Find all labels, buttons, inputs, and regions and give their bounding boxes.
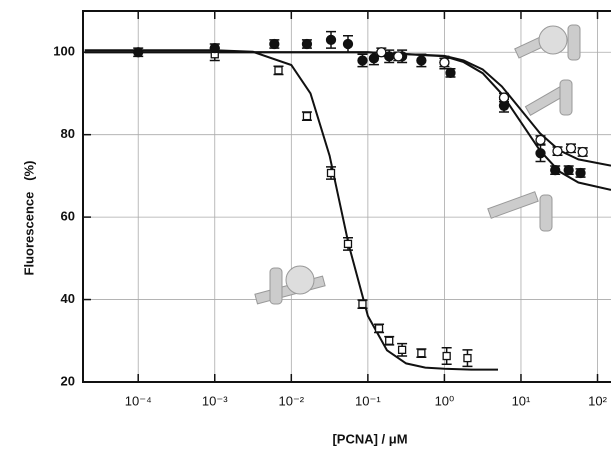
marker bbox=[535, 134, 546, 146]
x-tick-label: 10² bbox=[588, 393, 607, 408]
x-tick-label: 10⁻¹ bbox=[355, 393, 381, 408]
marker bbox=[301, 38, 313, 50]
marker bbox=[325, 34, 337, 46]
marker bbox=[416, 55, 427, 66]
y-tick-label: 100 bbox=[53, 44, 75, 59]
marker bbox=[385, 336, 394, 345]
marker bbox=[565, 143, 577, 154]
marker bbox=[393, 51, 404, 62]
fit-curve bbox=[84, 51, 611, 191]
y-axis-label: Fluorescence (%) bbox=[21, 161, 36, 276]
marker bbox=[498, 92, 510, 103]
y-tick-label: 40 bbox=[61, 291, 75, 306]
marker bbox=[274, 66, 283, 75]
marker bbox=[376, 47, 387, 58]
x-tick-label: 10⁻⁴ bbox=[125, 393, 152, 408]
x-tick-label: 10⁰ bbox=[435, 393, 455, 408]
marker bbox=[357, 55, 368, 66]
axis-frame bbox=[82, 10, 611, 383]
marker bbox=[368, 53, 380, 64]
marker bbox=[397, 345, 407, 354]
marker bbox=[302, 111, 312, 121]
marker bbox=[417, 348, 426, 358]
marker bbox=[209, 42, 220, 54]
fit-curve bbox=[84, 49, 498, 371]
marker bbox=[374, 324, 384, 333]
marker bbox=[326, 168, 336, 178]
y-tick-label: 60 bbox=[61, 209, 75, 224]
y-tick-label: 20 bbox=[61, 373, 75, 388]
marker bbox=[133, 47, 144, 58]
x-tick-label: 10¹ bbox=[512, 393, 531, 408]
marker bbox=[563, 164, 574, 176]
marker bbox=[550, 164, 561, 176]
marker bbox=[445, 67, 456, 78]
marker bbox=[577, 146, 588, 158]
marker bbox=[552, 146, 563, 157]
x-axis-label: [PCNA] / μM bbox=[332, 431, 407, 446]
marker bbox=[463, 353, 472, 363]
marker bbox=[575, 167, 586, 179]
marker bbox=[269, 38, 280, 50]
marker bbox=[535, 148, 546, 159]
marker bbox=[343, 239, 353, 249]
x-tick-label: 10⁻³ bbox=[202, 393, 228, 408]
x-tick-label: 10⁻² bbox=[278, 393, 304, 408]
y-tick-label: 80 bbox=[61, 126, 75, 141]
marker bbox=[442, 351, 451, 361]
marker bbox=[342, 38, 354, 50]
marker bbox=[358, 299, 367, 309]
marker bbox=[439, 57, 450, 68]
molecule-icons bbox=[254, 24, 581, 305]
